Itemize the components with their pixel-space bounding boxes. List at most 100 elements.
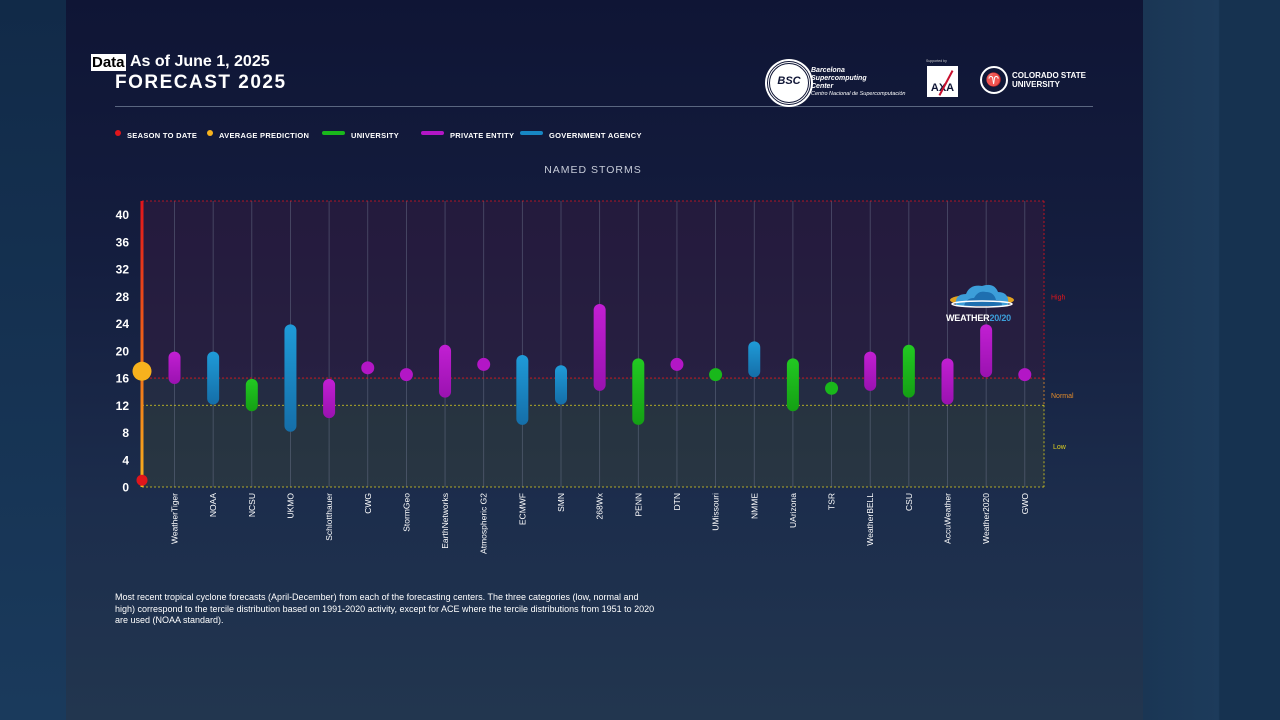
forecast-range-bar <box>864 351 877 391</box>
forecast-point <box>361 361 375 375</box>
forecast-point <box>1018 368 1032 382</box>
y-axis-line <box>140 201 144 487</box>
x-tick-label: NOAA <box>208 493 218 517</box>
forecast-range-bar <box>207 351 220 405</box>
forecast-range-bar <box>284 324 297 432</box>
bsc-line4: Centro Nacional de Supercomputación <box>811 91 906 97</box>
y-tick-label: 8 <box>122 426 129 440</box>
x-tick-label: NMME <box>749 493 759 519</box>
chart-title: NAMED STORMS <box>544 164 642 176</box>
x-tick-label: AccuWeather <box>943 493 953 544</box>
forecast-range-bar <box>516 355 529 425</box>
forecast-point <box>399 368 413 382</box>
forecast-range-bar <box>941 358 954 405</box>
bsc-line3: Center <box>811 83 834 90</box>
weather2020-part1: WEATHER <box>946 313 990 323</box>
zone-label-low: Low <box>1053 444 1067 451</box>
y-tick-label: 16 <box>116 372 130 386</box>
legend-dot-icon <box>207 130 213 136</box>
x-tick-label: Schlotthauer <box>324 493 334 541</box>
axa-logo: Supported by AXA <box>926 59 960 100</box>
chart-caption: Most recent tropical cyclone forecasts (… <box>115 592 655 625</box>
forecast-range-bar <box>439 344 452 398</box>
csu-logo: ♈ COLORADO STATE UNIVERSITY <box>980 66 1092 96</box>
x-tick-label: PENN <box>633 493 643 517</box>
forecast-range-bar <box>555 365 567 405</box>
header-divider <box>115 106 1093 107</box>
right-margin <box>1143 0 1280 720</box>
x-tick-label: TSR <box>827 493 837 510</box>
y-tick-label: 0 <box>122 481 129 495</box>
x-tick-label: NCSU <box>247 493 257 517</box>
forecast-slide: Data As of June 1, 2025 FORECAST 2025 BS… <box>66 0 1143 720</box>
forecast-range-bar <box>245 378 258 412</box>
x-tick-label: ECMWF <box>517 493 527 525</box>
cloud-icon <box>950 284 1014 308</box>
data-tag: Data <box>91 54 126 71</box>
x-tick-label: UArizona <box>788 493 798 528</box>
axa-support-text: Supported by <box>926 59 947 63</box>
x-tick-label: Weather2020 <box>981 493 991 544</box>
y-tick-label: 36 <box>116 235 130 249</box>
x-tick-label: WeatherBELL <box>865 493 875 546</box>
forecast-range-bar <box>980 324 993 378</box>
x-tick-label: Atmospheric G2 <box>479 493 489 554</box>
bsc-logo: BSC Barcelona Supercomputing Center Cent… <box>767 61 909 105</box>
x-tick-label: StormGeo <box>401 493 411 532</box>
forecast-range-bar <box>632 358 645 425</box>
forecast-point <box>477 357 491 371</box>
named-storms-chart: High Normal Low NAMED STORMS 0 4 8 12 16 20 24 28 32… <box>116 164 1074 554</box>
x-tick-label: CWG <box>363 493 373 514</box>
y-tick-label: 32 <box>116 263 130 277</box>
ram-icon: ♈ <box>980 66 1008 94</box>
bsc-logo-text: Barcelona Supercomputing Center Centro N… <box>811 67 905 98</box>
axa-mark: AXA <box>927 66 958 97</box>
page-title: FORECAST 2025 <box>115 72 287 93</box>
legend-label: GOVERNMENT AGENCY <box>549 131 642 140</box>
forecast-point <box>670 357 684 371</box>
x-tick-label: DTN <box>672 493 682 510</box>
weather2020-logo: WEATHER20/20 <box>944 280 1020 326</box>
forecast-range-bar <box>323 378 336 419</box>
x-tick-label: 268Wx <box>595 492 605 519</box>
x-tick-label: SMN <box>556 493 566 512</box>
legend-dot-icon <box>115 130 121 136</box>
bsc-line2: Supercomputing <box>811 75 867 82</box>
legend-line-icon <box>421 131 444 135</box>
forecast-point <box>825 381 839 395</box>
bsc-line1: Barcelona <box>811 67 845 74</box>
forecast-range-bar <box>902 344 915 398</box>
x-tick-label: CSU <box>904 493 914 511</box>
forecast-range-bar <box>168 351 181 385</box>
forecast-range-bar <box>786 358 799 412</box>
legend-label: UNIVERSITY <box>351 131 400 140</box>
x-tick-label: WeatherTiger <box>170 493 180 544</box>
left-margin <box>0 0 66 720</box>
forecast-point <box>709 368 723 382</box>
x-tick-label: EarthNetworks <box>440 493 450 549</box>
average-prediction-marker <box>132 361 152 381</box>
bsc-badge-text: BSC <box>777 75 801 87</box>
y-tick-label: 40 <box>116 208 130 222</box>
y-tick-label: 20 <box>116 344 130 358</box>
legend-label: PRIVATE ENTITY <box>450 131 515 140</box>
x-tick-label: UKMO <box>285 493 295 519</box>
legend-label: AVERAGE PREDICTION <box>219 131 310 140</box>
legend-label: SEASON TO DATE <box>127 131 198 140</box>
csu-line2: UNIVERSITY <box>1012 80 1061 89</box>
weather2020-part2: 20/20 <box>989 313 1011 323</box>
as-of-date: As of June 1, 2025 <box>130 53 270 70</box>
forecast-range-bar <box>748 341 761 378</box>
y-tick-label: 24 <box>116 317 130 331</box>
y-tick-label: 12 <box>116 399 130 413</box>
bsc-badge-icon: BSC <box>767 61 811 105</box>
legend-line-icon <box>322 131 345 135</box>
zone-label-normal: Normal <box>1051 393 1074 400</box>
season-to-date-marker <box>136 474 148 486</box>
csu-line1: COLORADO STATE <box>1012 71 1086 80</box>
zone-label-high: High <box>1051 294 1066 301</box>
y-tick-label: 28 <box>116 290 130 304</box>
weather2020-text: WEATHER20/20 <box>946 313 1011 323</box>
csu-logo-text: COLORADO STATE UNIVERSITY <box>1012 71 1086 89</box>
y-tick-label: 4 <box>122 453 129 467</box>
